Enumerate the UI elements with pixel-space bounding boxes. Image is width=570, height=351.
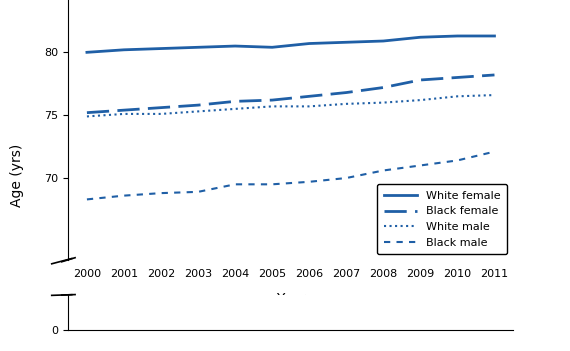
Legend: White female, Black female, White male, Black male: White female, Black female, White male, … xyxy=(377,184,507,254)
X-axis label: Year: Year xyxy=(276,292,306,306)
Text: Age (yrs): Age (yrs) xyxy=(10,144,24,207)
